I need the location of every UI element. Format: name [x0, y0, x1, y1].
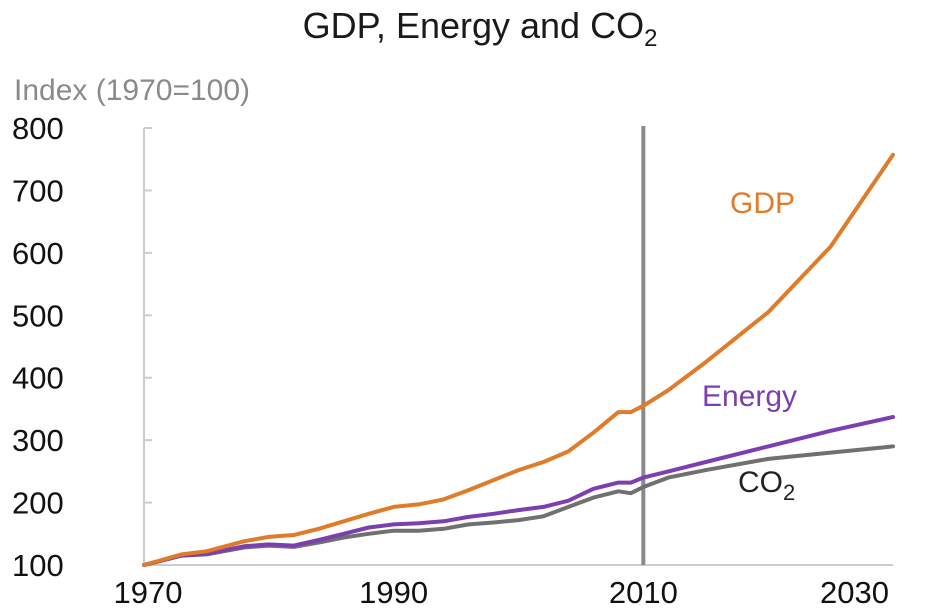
y-tick-label: 200: [12, 486, 64, 521]
series-label-energy: Energy: [702, 380, 797, 413]
y-tick-label: 800: [12, 111, 64, 146]
series-line-gdp: [142, 152, 895, 567]
x-tick-group: 1970 1990 2010 2030: [114, 575, 889, 608]
series-line-energy: [142, 415, 895, 567]
chart-title: GDP, Energy and CO2: [303, 5, 658, 52]
y-tick-label: 700: [12, 173, 64, 208]
y-tick-group: 100 200 300 400 500 600 700 800: [12, 111, 152, 583]
series-label-gdp: GDP: [730, 187, 795, 220]
y-tick-label: 600: [12, 236, 64, 271]
series-group: [142, 152, 895, 567]
chart-title-subscript: 2: [644, 25, 657, 52]
y-tick-label: 500: [12, 298, 64, 333]
series-label-co2-main: CO: [738, 466, 783, 499]
x-tick-label: 2010: [609, 575, 678, 608]
x-tick-label: 1970: [114, 575, 183, 608]
series-label-co2: CO2: [738, 466, 795, 505]
x-tick-label: 1990: [359, 575, 428, 608]
y-tick-label: 100: [12, 548, 64, 583]
y-tick-label: 400: [12, 361, 64, 396]
y-tick-label: 300: [12, 423, 64, 458]
chart-title-main: GDP, Energy and CO: [303, 5, 645, 46]
y-axis-label: Index (1970=100): [14, 74, 250, 107]
series-label-co2-subscript: 2: [783, 480, 795, 505]
x-tick-label: 2030: [820, 575, 889, 608]
